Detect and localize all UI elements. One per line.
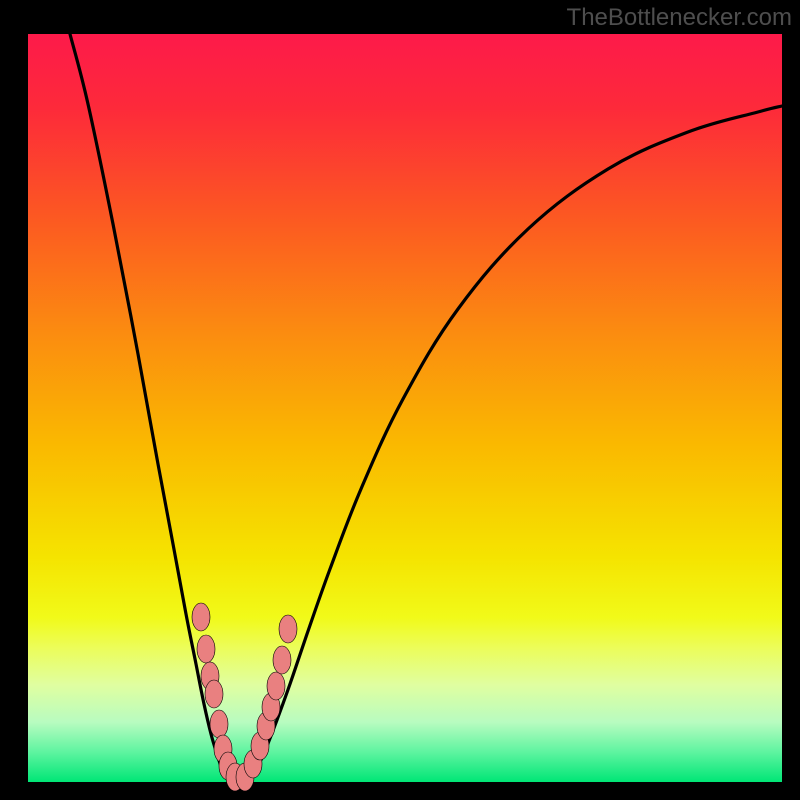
- marker-dot: [197, 635, 215, 663]
- marker-dot: [279, 615, 297, 643]
- marker-dot: [267, 672, 285, 700]
- marker-dot: [192, 603, 210, 631]
- watermark-text: TheBottlenecker.com: [567, 4, 792, 32]
- right-curve: [246, 106, 782, 782]
- marker-dot: [205, 680, 223, 708]
- marker-group: [192, 603, 297, 791]
- marker-dot: [273, 646, 291, 674]
- marker-dot: [210, 710, 228, 738]
- stage: TheBottlenecker.com: [0, 0, 800, 800]
- plot-area: [28, 34, 782, 782]
- curve-layer: [28, 34, 782, 782]
